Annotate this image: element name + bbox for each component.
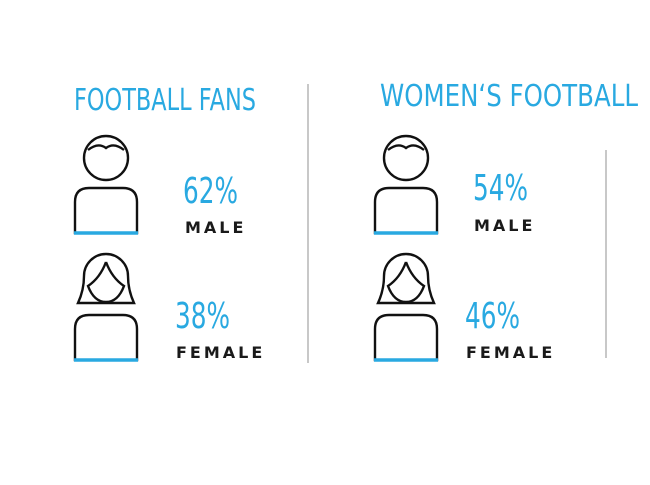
icon-part [73,186,139,235]
percent: 62% [183,171,238,212]
female-icon [373,252,439,362]
label: FEMALE [466,343,555,362]
percent: 46% [465,296,520,337]
icon-part [82,134,130,182]
icon-part [373,186,439,235]
percent: 38% [175,296,230,337]
icon-part [73,313,139,362]
icon-part [373,313,439,362]
percent: 54% [473,168,528,209]
icon-part [382,134,430,182]
icon-part [76,252,136,305]
icon-part [86,261,126,304]
icon-part [387,144,425,151]
panel-title: WOMEN‘S FOOTBALL [380,79,638,114]
label: MALE [185,218,246,237]
male-icon [373,134,439,235]
icon-part [386,261,426,304]
icon-part [376,252,436,305]
female-icon [73,252,139,362]
label: MALE [474,216,535,235]
male-icon [73,134,139,235]
label: FEMALE [176,343,265,362]
icon-part [87,144,125,151]
panel-title: FOOTBALL FANS [74,83,256,118]
